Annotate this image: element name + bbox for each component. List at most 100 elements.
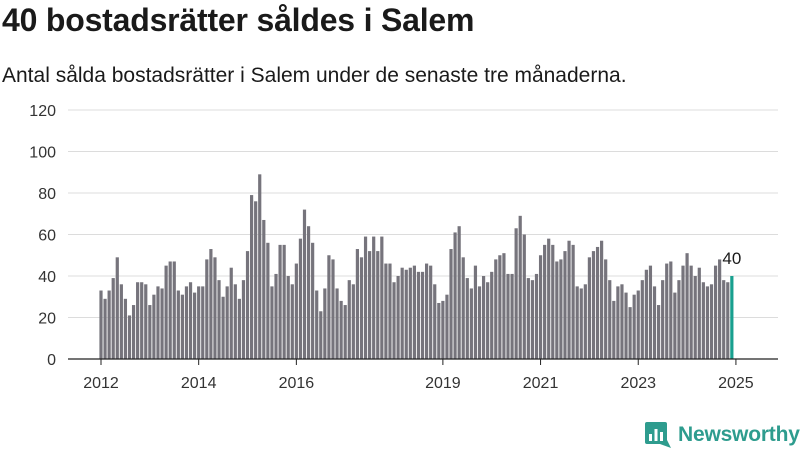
bars	[99, 174, 734, 360]
y-tick-label: 40	[38, 269, 56, 286]
bar	[258, 174, 262, 359]
bar	[502, 253, 506, 359]
bar	[469, 288, 473, 359]
bar	[103, 298, 107, 359]
bar	[351, 284, 355, 359]
bar	[278, 244, 282, 360]
bar	[473, 265, 478, 360]
bar	[636, 290, 640, 359]
bar	[722, 280, 726, 359]
bar	[302, 209, 307, 359]
bar	[201, 286, 205, 360]
bar	[213, 257, 217, 359]
x-tick-label: 2019	[425, 375, 461, 392]
bar	[99, 290, 103, 359]
bar	[286, 276, 290, 359]
bar	[156, 286, 160, 360]
bar	[656, 305, 661, 359]
bar	[685, 253, 689, 359]
bar	[620, 284, 624, 359]
bar	[437, 302, 441, 359]
bar	[184, 286, 189, 360]
bar	[648, 265, 653, 360]
y-tick-label: 80	[38, 186, 56, 203]
bar	[355, 249, 360, 359]
bar	[693, 276, 697, 359]
bar	[701, 282, 705, 359]
bar	[188, 282, 193, 359]
bar	[217, 280, 221, 359]
bar	[579, 288, 583, 359]
bar	[168, 261, 172, 359]
bar	[400, 267, 404, 359]
bar	[453, 232, 457, 359]
bar	[689, 265, 693, 360]
x-tick-label: 2021	[523, 375, 559, 392]
bar	[412, 265, 416, 360]
bar	[254, 201, 258, 359]
bar	[449, 249, 453, 359]
bar	[681, 265, 685, 360]
bar	[282, 244, 286, 360]
bar	[518, 215, 522, 359]
bar	[652, 286, 657, 360]
bar	[575, 286, 579, 360]
x-tick-label: 2012	[83, 375, 119, 392]
bar	[372, 236, 376, 359]
bar	[709, 284, 714, 359]
bar	[347, 280, 351, 359]
y-tick-label: 100	[29, 145, 56, 162]
bar	[673, 292, 677, 359]
y-tick-label: 20	[38, 311, 56, 328]
bar	[221, 296, 225, 359]
bar	[571, 244, 575, 360]
bar	[490, 271, 494, 359]
bar	[131, 305, 136, 359]
bar	[262, 219, 266, 359]
bar	[563, 251, 567, 359]
bar	[176, 290, 180, 359]
bar-latest	[730, 276, 734, 359]
bar	[119, 284, 123, 359]
bar	[294, 263, 298, 359]
bar	[229, 267, 233, 359]
bar	[551, 244, 555, 360]
newsworthy-logo-icon	[645, 422, 671, 448]
bar	[249, 195, 254, 359]
bar	[612, 300, 616, 359]
bar	[465, 278, 469, 359]
bar	[567, 240, 571, 359]
bar	[152, 294, 156, 359]
bar	[315, 290, 319, 359]
bar	[420, 271, 425, 359]
chart-title: 40 bostadsrätter såldes i Salem	[2, 2, 475, 38]
bar	[209, 249, 213, 359]
bar	[705, 286, 710, 360]
bar	[632, 294, 636, 359]
bar	[494, 259, 498, 359]
bar	[604, 259, 608, 359]
bar	[457, 226, 461, 359]
bar	[559, 259, 563, 359]
bar	[270, 286, 274, 360]
bar	[319, 311, 323, 359]
bar	[274, 273, 278, 359]
bar	[416, 271, 421, 359]
x-tick-label: 2016	[279, 375, 315, 392]
bar	[388, 263, 392, 359]
bar	[718, 259, 722, 359]
bar	[429, 265, 433, 360]
bar	[461, 257, 465, 359]
bar	[628, 307, 632, 360]
bar	[197, 286, 201, 360]
x-tick-label: 2023	[620, 375, 656, 392]
bar	[640, 280, 644, 359]
bar	[644, 269, 648, 359]
bar	[376, 251, 380, 359]
bar	[498, 255, 502, 359]
bar	[233, 284, 237, 359]
bar	[193, 292, 197, 359]
bar	[245, 251, 250, 359]
x-tick-label: 2025	[718, 375, 754, 392]
bar	[677, 280, 681, 359]
